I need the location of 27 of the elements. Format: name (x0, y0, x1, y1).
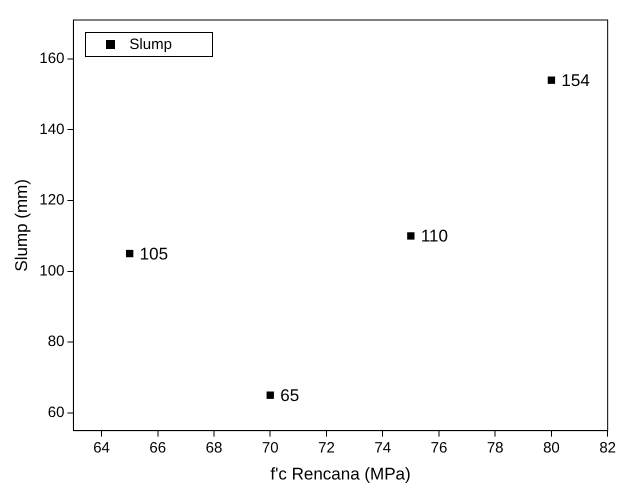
point (407, 232, 415, 240)
data-label: 154 (561, 70, 590, 90)
x-tick-label: 66 (149, 440, 166, 457)
x-tick-label: 82 (599, 440, 616, 457)
point (266, 392, 274, 399)
y-tick-label: 60 (48, 404, 64, 422)
x-tick-label: 80 (543, 440, 560, 457)
x-tick-label: 78 (486, 440, 504, 457)
y-axis-title: Slump (mm) (12, 179, 31, 272)
x-tick-label: 74 (374, 440, 392, 457)
legend-label: Slump (129, 36, 172, 53)
y-tick-label: 100 (39, 262, 64, 280)
x-axis-title: f'c Rencana (MPa) (270, 464, 411, 484)
x-tick-label: 72 (318, 440, 335, 457)
point (126, 250, 134, 258)
point (548, 76, 556, 84)
y-tick-label: 160 (39, 50, 64, 68)
data-label: 105 (140, 244, 168, 264)
data-label: 65 (280, 386, 300, 405)
x-tick-label: 68 (206, 440, 222, 457)
x-tick-label: 70 (262, 440, 279, 457)
y-tick-label: 120 (39, 192, 64, 209)
y-tick-label: 80 (48, 333, 64, 350)
data-label: 110 (420, 226, 448, 246)
x-tick-label: 76 (430, 440, 448, 457)
y-tick-label: 140 (39, 120, 64, 138)
x-tick-label: 64 (93, 440, 110, 457)
